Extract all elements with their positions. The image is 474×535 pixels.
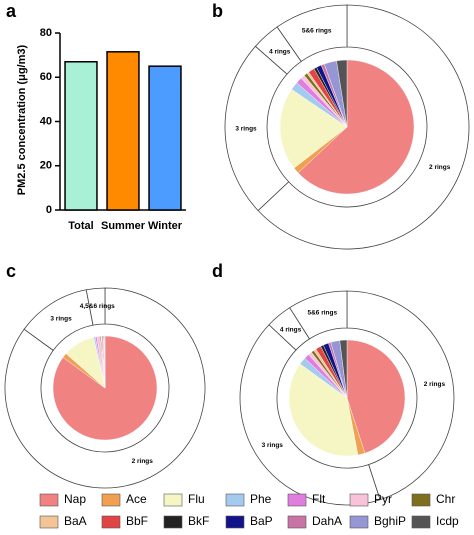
ring-label: 2 rings bbox=[424, 381, 446, 388]
pie-slice bbox=[288, 363, 359, 457]
legend-label: Pyr bbox=[374, 492, 392, 506]
pie-slice bbox=[279, 89, 348, 169]
ring-segment bbox=[239, 324, 381, 506]
y-tick-label: 60 bbox=[40, 71, 52, 83]
legend-label: BbF bbox=[126, 514, 148, 528]
panel-letter: c bbox=[6, 261, 16, 281]
ring-segment bbox=[276, 4, 348, 62]
legend-swatch bbox=[411, 493, 431, 507]
ring-label: 4,5&6 rings bbox=[80, 303, 115, 310]
y-tick-label: 80 bbox=[40, 27, 52, 39]
legend-label: DahA bbox=[312, 514, 342, 528]
legend-label: BaP bbox=[250, 514, 273, 528]
legend-swatch bbox=[411, 515, 431, 529]
pie-slice bbox=[346, 339, 406, 454]
legend-label: Flu bbox=[188, 492, 205, 506]
legend-label: BaA bbox=[64, 514, 87, 528]
bar bbox=[64, 61, 98, 211]
legend-swatch bbox=[287, 515, 307, 529]
ring-segment bbox=[85, 287, 106, 326]
pie-slice bbox=[336, 59, 348, 128]
legend-swatch bbox=[39, 493, 59, 507]
pie-slice bbox=[339, 339, 348, 399]
legend-swatch bbox=[163, 515, 183, 529]
ring-label: 4 rings bbox=[280, 327, 302, 334]
bar bbox=[148, 65, 182, 211]
legend-swatch bbox=[101, 515, 121, 529]
x-tick-label: Summer bbox=[101, 220, 146, 232]
y-tick-label: 40 bbox=[40, 115, 52, 127]
legend-label: Chr bbox=[436, 492, 455, 506]
ring-label: 5&6 rings bbox=[307, 310, 337, 317]
ring-label: 2 rings bbox=[429, 164, 451, 171]
ring-segment bbox=[4, 287, 206, 489]
ring-label: 3 rings bbox=[50, 315, 72, 322]
legend-label: Icdp bbox=[436, 514, 459, 528]
bar bbox=[106, 51, 140, 211]
ring-label: 3 rings bbox=[262, 442, 284, 449]
legend-swatch bbox=[39, 515, 59, 529]
ring-label: 3 rings bbox=[235, 125, 257, 132]
legend-swatch bbox=[349, 493, 369, 507]
legend-swatch bbox=[225, 515, 245, 529]
legend-swatch bbox=[349, 515, 369, 529]
legend-label: BkF bbox=[188, 514, 209, 528]
panel-letter: b bbox=[212, 1, 223, 21]
ring-segment bbox=[289, 290, 348, 340]
ring-segment bbox=[346, 290, 455, 501]
legend-swatch bbox=[225, 493, 245, 507]
ring-label: 5&6 rings bbox=[302, 27, 332, 34]
panel-letter: d bbox=[212, 261, 223, 281]
legend-swatch bbox=[101, 493, 121, 507]
ring-label: 4 rings bbox=[269, 48, 291, 55]
ring-segment bbox=[257, 4, 470, 250]
legend-label: BghiP bbox=[374, 514, 406, 528]
x-tick-label: Winter bbox=[148, 220, 183, 232]
legend-label: Flt bbox=[312, 492, 326, 506]
legend-label: Nap bbox=[64, 492, 86, 506]
y-tick-label: 20 bbox=[40, 160, 52, 172]
legend-swatch bbox=[163, 493, 183, 507]
x-tick-label: Total bbox=[68, 220, 93, 232]
pie-slice bbox=[297, 59, 415, 195]
y-axis-label: PM2.5 concentration (μg/m3) bbox=[16, 44, 28, 195]
ring-label: 2 rings bbox=[132, 458, 154, 465]
y-tick-label: 0 bbox=[46, 204, 52, 216]
panel-letter: a bbox=[6, 1, 17, 21]
legend-label: Ace bbox=[126, 492, 147, 506]
legend-label: Phe bbox=[250, 492, 272, 506]
legend-swatch bbox=[287, 493, 307, 507]
